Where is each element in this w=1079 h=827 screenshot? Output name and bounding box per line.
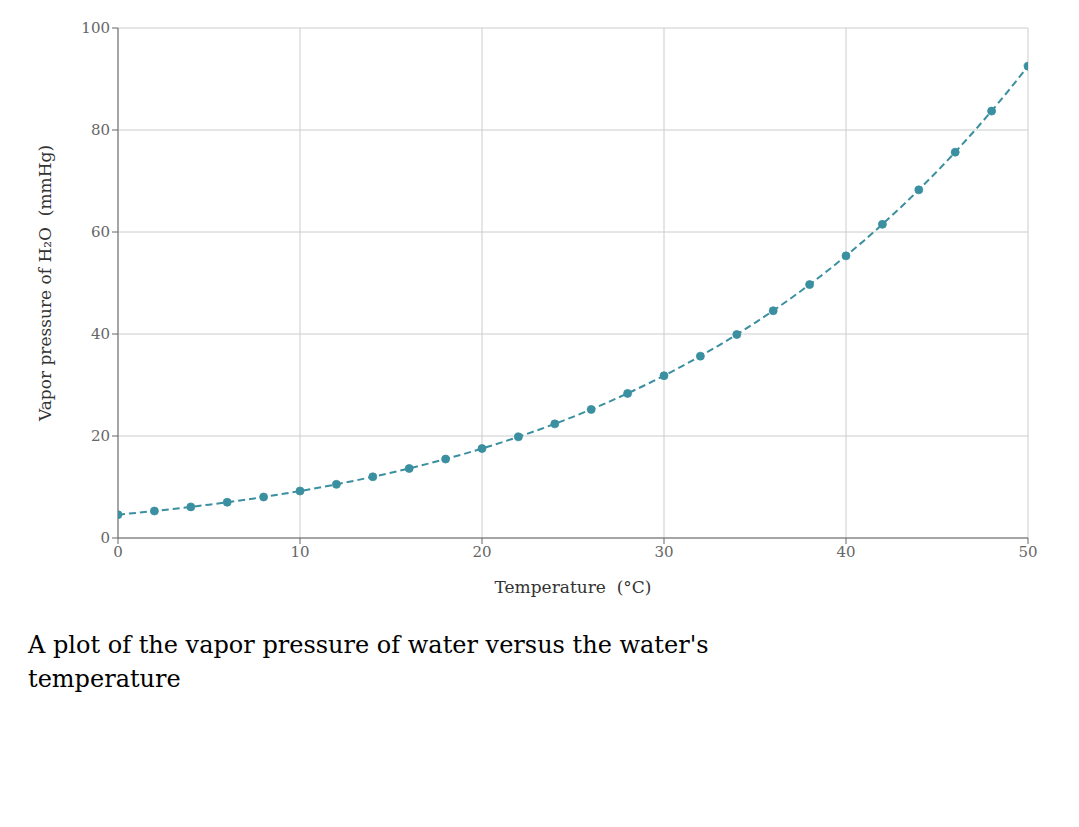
svg-text:60: 60 (91, 223, 110, 241)
svg-text:80: 80 (91, 121, 110, 139)
svg-text:10: 10 (290, 543, 309, 561)
svg-text:0: 0 (100, 529, 110, 547)
svg-text:30: 30 (654, 543, 673, 561)
svg-text:40: 40 (91, 325, 110, 343)
svg-text:Temperature (°C): Temperature (°C) (495, 577, 652, 597)
svg-text:50: 50 (1018, 543, 1037, 561)
svg-text:20: 20 (91, 427, 110, 445)
svg-text:40: 40 (836, 543, 855, 561)
svg-text:100: 100 (81, 19, 110, 37)
svg-text:20: 20 (472, 543, 491, 561)
svg-text:0: 0 (113, 543, 123, 561)
svg-text:Vapor pressure of H₂O (mmHg): Vapor pressure of H₂O (mmHg) (35, 145, 55, 422)
html-text:A plot of the vapor pressure o: A plot of the vapor pressure of water ve… (28, 631, 709, 659)
html-text:temperature: temperature (28, 665, 181, 693)
